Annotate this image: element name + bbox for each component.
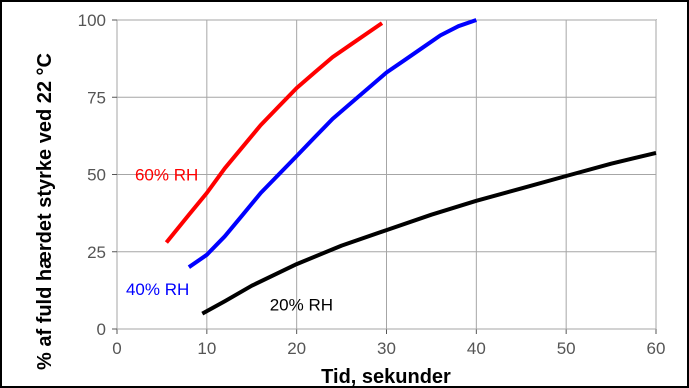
series-label-2: 20% RH <box>270 295 333 314</box>
series-label-0: 60% RH <box>135 166 198 185</box>
x-tick-label: 40 <box>467 339 486 358</box>
series-labels: 60% RH 40% RH 20% RH <box>126 166 333 315</box>
x-tick-label: 60 <box>647 339 666 358</box>
series-line-0 <box>164 21 384 244</box>
y-tick-label: 75 <box>87 88 106 107</box>
y-tick-label: 25 <box>87 243 106 262</box>
y-axis-label: % af fuld hærdet styrke ved 22 °C <box>34 53 56 370</box>
x-tick-label: 0 <box>112 339 121 358</box>
grid-lines <box>112 19 657 334</box>
x-tick-label: 50 <box>557 339 576 358</box>
x-tick-labels: 0 10 20 30 40 50 60 <box>112 339 665 358</box>
series-label-1: 40% RH <box>126 280 189 299</box>
x-tick-label: 20 <box>287 339 306 358</box>
x-tick-label: 30 <box>377 339 396 358</box>
y-tick-label: 50 <box>87 166 106 185</box>
series-line-1 <box>187 18 477 269</box>
series-line-2 <box>201 150 657 316</box>
series-group <box>164 18 657 316</box>
x-tick-label: 10 <box>197 339 216 358</box>
y-tick-label: 0 <box>97 320 106 339</box>
y-tick-label: 100 <box>78 11 106 30</box>
y-tick-labels: 0 25 50 75 100 <box>78 11 106 339</box>
x-axis-label: Tid, sekunder <box>321 366 451 388</box>
